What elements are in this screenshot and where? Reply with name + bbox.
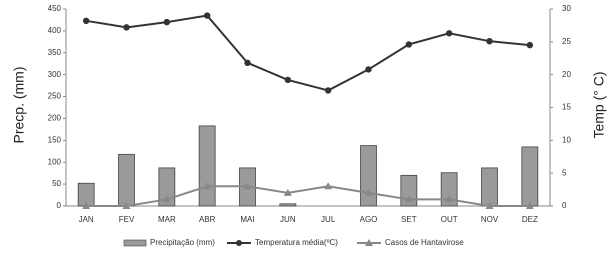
x-tick-label: JAN <box>79 215 94 224</box>
line-marker <box>203 12 211 19</box>
bar <box>521 146 539 207</box>
line-marker <box>525 202 534 209</box>
line-marker <box>284 76 292 84</box>
line-marker <box>365 66 372 73</box>
y2-tick-label: 10 <box>562 135 571 144</box>
line-marker <box>405 41 413 48</box>
line-marker <box>243 182 252 190</box>
line-marker <box>163 18 171 26</box>
line-marker <box>364 188 373 196</box>
legend-swatch <box>123 239 147 247</box>
line-marker <box>485 202 494 209</box>
y2-tick-label: 20 <box>562 70 571 79</box>
line-marker <box>486 37 493 45</box>
y2-tick-label: 30 <box>562 4 571 13</box>
line-marker <box>82 202 91 209</box>
bar <box>198 125 216 207</box>
y-tick-label: 250 <box>48 92 62 101</box>
bar <box>360 145 377 207</box>
y-axis-title: Precp. (mm) <box>11 67 27 144</box>
legend-label: Temperatura média(ºC) <box>255 238 338 247</box>
y-tick-label: 100 <box>48 157 62 166</box>
line <box>86 14 530 92</box>
y-tick-label: 150 <box>48 135 62 144</box>
bar <box>118 153 135 207</box>
y-tick-label: 50 <box>52 179 61 188</box>
y2-tick-label: 5 <box>562 168 567 177</box>
line-marker <box>404 195 413 203</box>
y2-tick-label: 15 <box>562 103 571 112</box>
x-tick-label: NOV <box>481 215 499 224</box>
legend-label: Casos de Hantavirose <box>385 238 464 247</box>
line-marker <box>445 30 453 37</box>
y-tick-label: 300 <box>48 70 62 79</box>
x-tick-label: DEZ <box>522 215 538 224</box>
bar <box>481 167 498 207</box>
y-tick-label: 450 <box>48 4 62 13</box>
line-marker <box>324 182 333 190</box>
y-tick-label: 350 <box>48 48 62 57</box>
bar <box>440 172 458 207</box>
legend-label: Precipitação (mm) <box>150 238 215 247</box>
x-tick-label: MAI <box>240 215 254 224</box>
line-marker <box>283 188 292 196</box>
line-marker <box>203 182 212 190</box>
x-tick-label: SET <box>401 215 417 224</box>
bar <box>158 167 176 207</box>
line-marker <box>162 195 171 203</box>
y-tick-label: 0 <box>57 201 62 210</box>
y-tick-label: 400 <box>48 26 62 35</box>
line-marker <box>526 41 534 49</box>
x-tick-label: JUN <box>280 215 296 224</box>
x-tick-label: ABR <box>199 215 216 224</box>
y2-tick-label: 25 <box>562 37 571 46</box>
x-tick-label: AGO <box>360 215 378 224</box>
line-marker <box>244 59 251 67</box>
line-marker <box>122 202 131 209</box>
y2-tick-label: 0 <box>562 201 567 210</box>
line-marker <box>324 87 332 94</box>
x-tick-label: OUT <box>441 215 458 224</box>
x-tick-label: JUL <box>321 215 336 224</box>
line-marker <box>445 195 454 203</box>
line <box>86 185 530 207</box>
x-tick-label: MAR <box>158 215 176 224</box>
line-marker <box>123 24 130 31</box>
line-marker <box>82 17 90 25</box>
legend-marker <box>365 239 373 246</box>
y2-axis-title: Temp (° C) <box>591 71 607 138</box>
bar <box>279 203 297 207</box>
legend-marker <box>236 240 242 246</box>
x-tick-label: FEV <box>119 215 135 224</box>
y-tick-label: 200 <box>48 114 62 123</box>
